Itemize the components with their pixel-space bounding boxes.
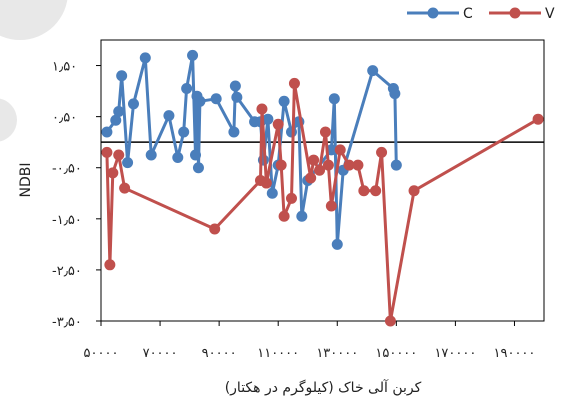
series-V — [101, 77, 544, 327]
y-axis-label: NDBI — [18, 163, 34, 198]
data-point-C — [101, 126, 113, 138]
series-line-C — [105, 53, 398, 246]
data-point-V — [288, 77, 300, 89]
data-point-V — [275, 159, 287, 171]
legend-item-C: C — [407, 6, 473, 22]
data-point-C — [331, 238, 343, 250]
data-point-V — [334, 144, 346, 156]
data-point-C — [127, 98, 139, 110]
data-point-C — [296, 210, 308, 222]
data-point-C — [194, 95, 206, 107]
x-tick-label: ۹۰۰۰۰ — [202, 346, 237, 361]
y-tick-label: ۰٫۵۰ — [52, 111, 77, 126]
data-point-V — [256, 103, 268, 115]
x-tick-label: ۵۰۰۰۰ — [84, 346, 119, 361]
data-point-C — [190, 149, 202, 161]
data-point-V — [308, 154, 320, 166]
data-point-C — [187, 49, 199, 61]
x-axis-label: کربن آلی خاک (کیلوگرم در هکتار) — [225, 379, 422, 396]
data-point-V — [209, 223, 221, 235]
data-point-V — [278, 210, 290, 222]
data-point-C — [178, 126, 190, 138]
data-point-C — [139, 52, 151, 64]
y-tick-label: -۱٫۵۰ — [52, 213, 82, 228]
data-point-C — [367, 65, 379, 77]
background-decoration — [0, 98, 17, 142]
data-point-C — [278, 95, 290, 107]
data-point-C — [389, 88, 401, 100]
data-point-C — [210, 93, 222, 105]
legend-label: V — [545, 6, 555, 22]
plot-area-frame — [100, 39, 545, 322]
data-point-C — [228, 126, 240, 138]
data-point-V — [260, 177, 272, 189]
x-tick-label: ۱۵۰۰۰۰ — [375, 346, 417, 361]
data-point-C — [172, 152, 184, 164]
data-point-V — [314, 164, 326, 176]
y-tick-label: -۲٫۵۰ — [52, 264, 82, 279]
data-point-V — [305, 172, 317, 184]
data-point-V — [322, 159, 334, 171]
legend-label: C — [463, 6, 473, 22]
x-tick-label: ۱۳۰۰۰۰ — [316, 346, 358, 361]
legend-marker — [509, 7, 521, 19]
data-point-V — [343, 159, 355, 171]
data-point-V — [101, 146, 113, 158]
data-point-C — [229, 80, 241, 92]
data-point-V — [325, 200, 337, 212]
data-point-C — [266, 187, 278, 199]
data-point-V — [319, 126, 331, 138]
y-tick-label: ۱٫۵۰ — [52, 60, 77, 75]
data-point-C — [122, 157, 134, 169]
data-point-C — [285, 126, 297, 138]
data-point-C — [116, 70, 128, 82]
data-point-C — [181, 83, 193, 95]
data-point-C — [145, 149, 157, 161]
data-point-C — [390, 159, 402, 171]
background-decoration — [0, 0, 68, 40]
data-point-C — [113, 106, 125, 118]
data-point-C — [262, 113, 274, 125]
data-point-V — [113, 149, 125, 161]
legend-marker — [427, 7, 439, 19]
data-point-C — [110, 114, 122, 126]
data-point-V — [107, 167, 119, 179]
data-point-V — [119, 182, 131, 194]
data-point-V — [370, 185, 382, 197]
y-tick-label: -۳٫۵۰ — [52, 315, 82, 330]
data-point-V — [104, 259, 116, 271]
data-point-C — [231, 91, 243, 103]
series-C — [101, 49, 402, 250]
x-tick-label: ۱۷۰۰۰۰ — [434, 346, 476, 361]
data-point-V — [272, 118, 284, 130]
data-point-C — [328, 93, 340, 105]
data-point-V — [285, 192, 297, 204]
y-tick-label: -۰٫۵۰ — [52, 162, 82, 177]
data-point-C — [163, 110, 175, 122]
data-point-V — [352, 159, 364, 171]
legend-item-V: V — [489, 6, 555, 22]
x-tick-label: ۱۹۰۰۰۰ — [494, 346, 536, 361]
x-tick-label: ۷۰۰۰۰ — [143, 346, 178, 361]
x-tick-label: ۱۱۰۰۰۰ — [257, 346, 299, 361]
data-point-C — [192, 162, 204, 174]
data-point-V — [408, 185, 420, 197]
data-point-V — [532, 113, 544, 125]
data-point-V — [358, 185, 370, 197]
data-point-V — [376, 146, 388, 158]
data-point-V — [384, 315, 396, 327]
